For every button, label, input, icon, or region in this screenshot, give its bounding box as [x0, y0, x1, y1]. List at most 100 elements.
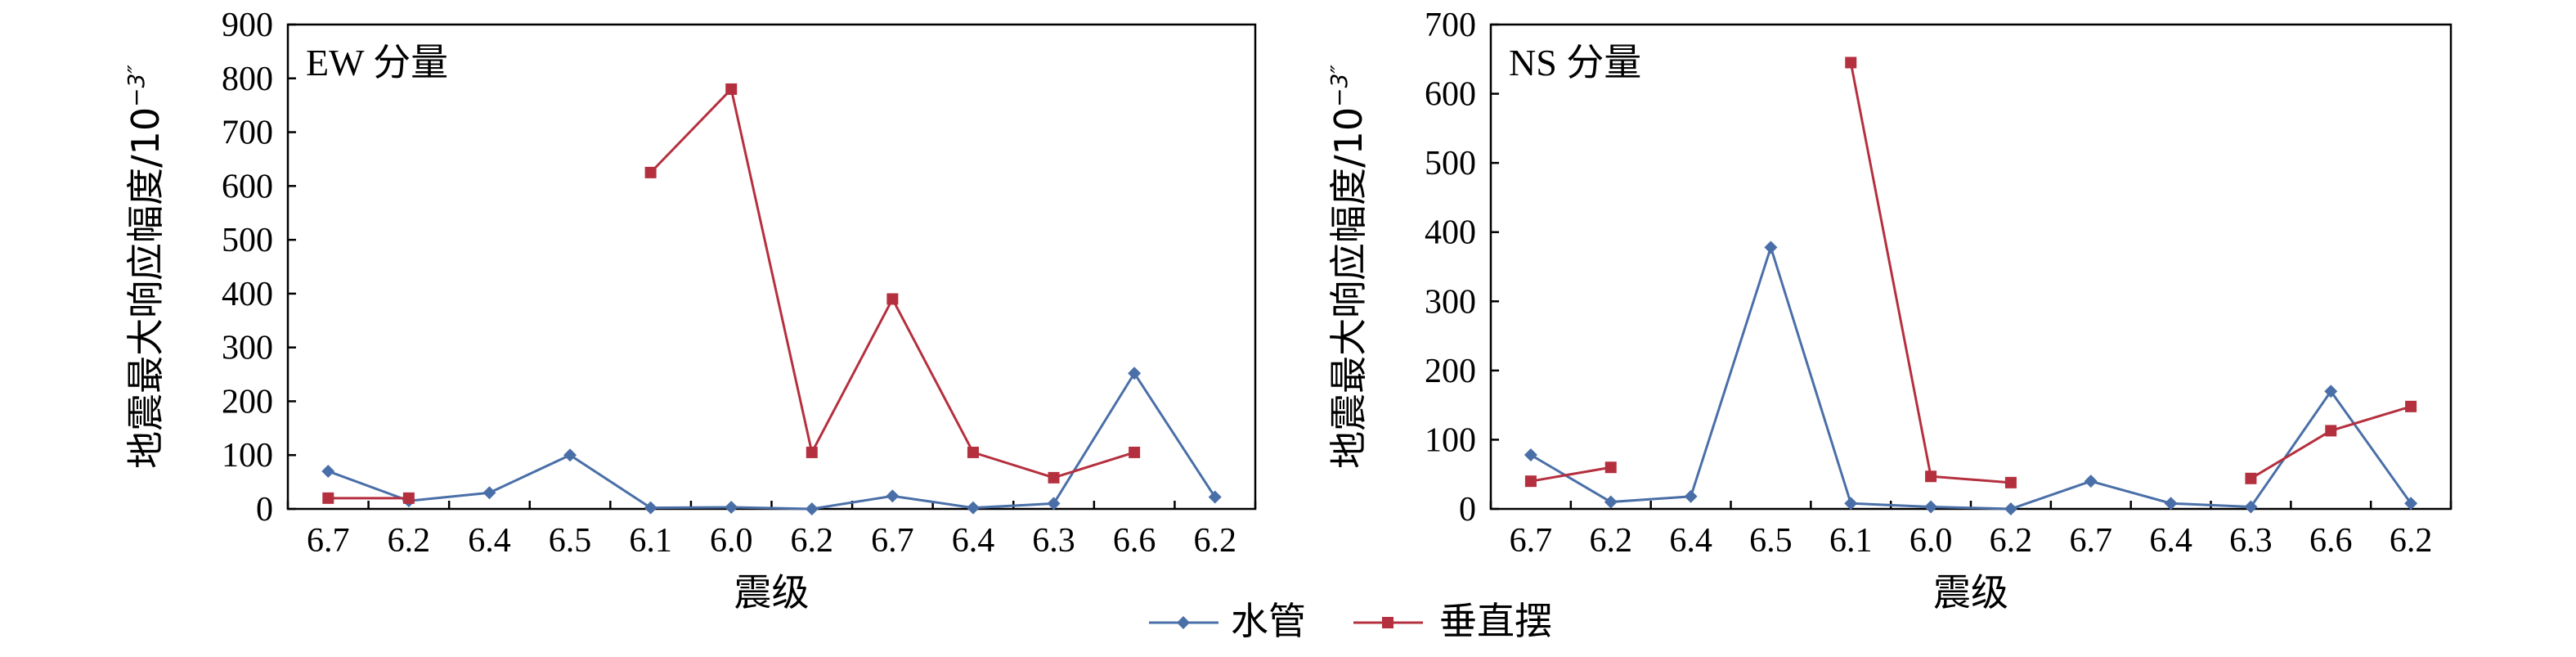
data-point — [1845, 56, 1857, 69]
data-point — [2245, 472, 2257, 484]
y-tick-label: 400 — [1425, 214, 1476, 252]
series-line — [327, 371, 1216, 511]
data-point — [1925, 470, 1937, 483]
data-point — [1128, 367, 1142, 380]
data-point — [886, 489, 900, 503]
x-tick-label: 6.0 — [1910, 522, 1953, 560]
x-tick-label: 6.4 — [468, 522, 511, 560]
y-tick-label: 100 — [1425, 421, 1476, 459]
data-point — [2004, 476, 2017, 488]
y-tick-label: 600 — [1425, 76, 1476, 114]
data-point — [2084, 475, 2098, 488]
data-point — [2404, 497, 2418, 511]
data-point — [2325, 425, 2337, 437]
x-tick-label: 6.2 — [791, 522, 834, 560]
series-shuiguan — [321, 367, 1222, 515]
y-tick-label: 0 — [256, 491, 273, 529]
x-tick-label: 6.3 — [1032, 522, 1075, 560]
data-point — [402, 492, 415, 504]
data-point — [806, 446, 818, 458]
y-tick-label: 500 — [1425, 145, 1476, 182]
series-line — [649, 86, 1135, 479]
x-tick-label: 6.7 — [2070, 522, 2113, 560]
series-line — [1530, 466, 1612, 483]
data-point — [482, 486, 496, 500]
data-point — [1924, 500, 1938, 514]
x-tick-label: 6.2 — [1193, 522, 1236, 560]
y-tick-label: 900 — [222, 7, 273, 44]
data-point — [321, 464, 335, 478]
y-axis-label-main: 地震最大响应幅度/10 — [123, 107, 168, 469]
y-tick-label: 500 — [222, 222, 273, 259]
data-point — [1129, 446, 1141, 458]
data-point — [2324, 385, 2338, 398]
x-tick-label: 6.4 — [952, 522, 995, 560]
data-point — [563, 448, 577, 462]
data-point — [1764, 241, 1778, 254]
y-tick-label: 200 — [222, 383, 273, 421]
data-point — [805, 502, 819, 515]
x-tick-label: 6.2 — [388, 522, 431, 560]
data-point — [644, 166, 657, 178]
x-tick-label: 6.6 — [2309, 522, 2353, 560]
x-tick-label: 6.4 — [2149, 522, 2192, 560]
data-point — [1524, 448, 1537, 462]
x-tick-label: 6.6 — [1113, 522, 1156, 560]
x-tick-label: 6.0 — [710, 522, 753, 560]
data-point — [1048, 471, 1060, 484]
data-point — [1844, 497, 1858, 511]
x-tick-label: 6.7 — [307, 522, 350, 560]
y-tick-label: 0 — [1459, 491, 1476, 529]
data-point — [1604, 461, 1617, 474]
data-point — [2164, 497, 2178, 511]
y-axis-label: 地震最大响应幅度/10−3″ — [1326, 65, 1371, 469]
data-point — [322, 492, 334, 504]
chart-panel-2: 0 100 200 300 400 500 600 700 6.7 6.2 6.4 6.5 6.1 6.0… — [1326, 7, 2453, 614]
x-tick-label: 6.2 — [2390, 522, 2433, 560]
x-axis-label: 震级 — [734, 570, 810, 614]
series-line — [1530, 243, 2412, 511]
data-point — [644, 501, 657, 515]
legend-item-shuiguan: 水管 — [1149, 599, 1306, 643]
y-axis-label-main: 地震最大响应幅度/10 — [1326, 107, 1371, 469]
data-point — [966, 501, 980, 515]
data-point — [886, 293, 899, 305]
data-point — [2244, 500, 2258, 514]
x-tick-label: 6.2 — [1590, 522, 1633, 560]
series-shuiguan — [1524, 241, 2418, 515]
y-tick-label: 300 — [222, 330, 273, 367]
y-tick-label: 300 — [1425, 283, 1476, 321]
data-point — [2405, 400, 2417, 412]
data-point — [1524, 475, 1537, 488]
panel-title: NS 分量 — [1509, 42, 1641, 83]
y-tick-label: 600 — [222, 168, 273, 205]
data-point — [1604, 495, 1618, 509]
y-tick-label: 700 — [222, 115, 273, 152]
data-point — [967, 446, 979, 458]
legend-label: 垂直摆 — [1439, 599, 1552, 643]
x-tick-label: 6.2 — [1990, 522, 2033, 560]
x-tick-label: 6.4 — [1669, 522, 1712, 560]
legend-marker — [1382, 617, 1393, 628]
x-tick-label: 6.1 — [629, 522, 672, 560]
y-tick-label: 800 — [222, 61, 273, 98]
x-tick-label: 6.5 — [549, 522, 592, 560]
y-tick-label: 100 — [222, 437, 273, 475]
series-chuizhibai — [322, 83, 1141, 504]
x-tick-label: 6.3 — [2229, 522, 2273, 560]
data-point — [1047, 497, 1061, 511]
y-axis-label: 地震最大响应幅度/10−3″ — [123, 65, 168, 469]
y-tick-label: 400 — [222, 276, 273, 313]
data-point — [725, 501, 738, 515]
chart-legend: 水管 垂直摆 — [1149, 599, 1552, 643]
series-line — [1849, 62, 2012, 484]
x-tick-label: 6.7 — [871, 522, 914, 560]
y-axis-label-exponent: −3″ — [123, 65, 150, 107]
data-point — [725, 83, 738, 95]
y-tick-label: 200 — [1425, 353, 1476, 390]
y-axis-label-exponent: −3″ — [1326, 65, 1353, 107]
data-point — [1208, 490, 1222, 504]
data-point — [1684, 489, 1698, 503]
data-point — [2004, 502, 2017, 515]
